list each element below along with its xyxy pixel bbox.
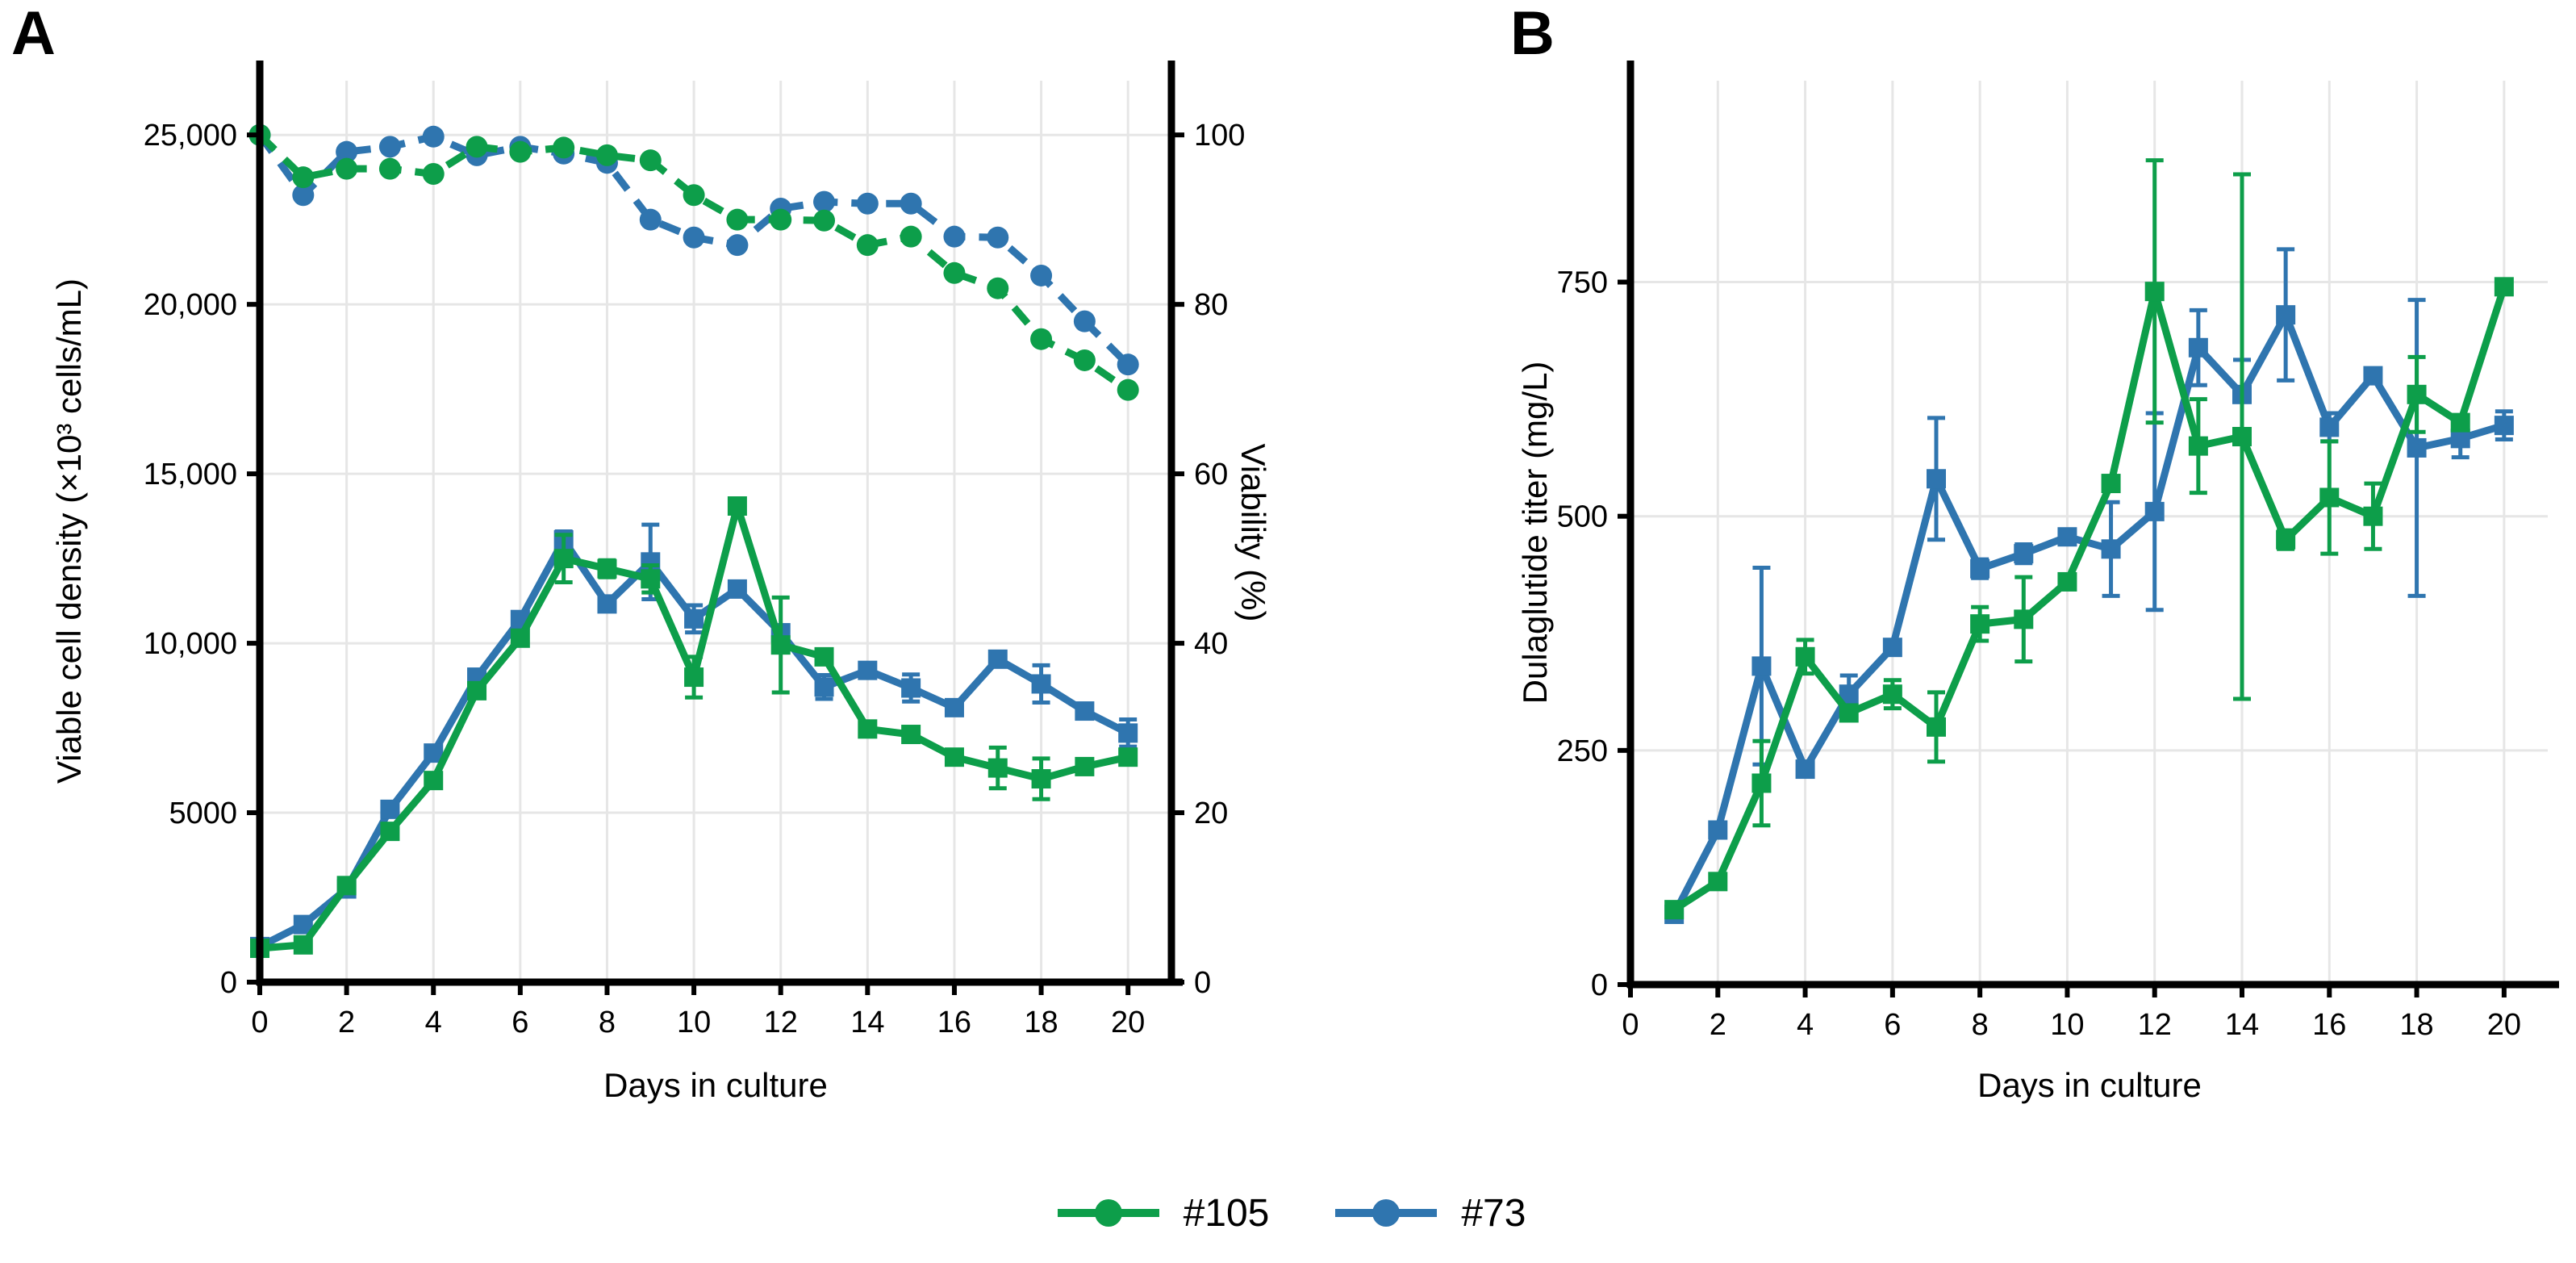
- panel-b-y-left-axis-title: Dulaglutide titer (mg/L): [1516, 361, 1554, 705]
- svg-text:10,000: 10,000: [144, 627, 237, 661]
- svg-text:5000: 5000: [169, 797, 237, 830]
- svg-text:2: 2: [338, 1006, 355, 1039]
- svg-text:4: 4: [1797, 1008, 1814, 1042]
- panel-a-letter: A: [11, 0, 56, 68]
- svg-text:8: 8: [1972, 1008, 1989, 1042]
- svg-text:16: 16: [2312, 1008, 2346, 1042]
- legend-item-105: #105: [1056, 1190, 1270, 1236]
- svg-text:15,000: 15,000: [144, 458, 237, 491]
- svg-text:10: 10: [2050, 1008, 2084, 1042]
- panel-b-letter: B: [1510, 0, 1555, 68]
- svg-text:8: 8: [599, 1006, 616, 1039]
- svg-text:0: 0: [1622, 1008, 1639, 1042]
- svg-text:20: 20: [1111, 1006, 1145, 1039]
- svg-text:80: 80: [1194, 288, 1228, 322]
- svg-text:750: 750: [1557, 266, 1608, 300]
- series--105-viability: [248, 123, 1139, 401]
- svg-text:12: 12: [764, 1006, 798, 1039]
- svg-text:16: 16: [937, 1006, 971, 1039]
- svg-text:25,000: 25,000: [144, 119, 237, 153]
- series--73-viability: [248, 123, 1139, 376]
- panel-b-x-axis-title: Days in culture: [1977, 1066, 2202, 1104]
- svg-text:20: 20: [1194, 797, 1228, 830]
- series--73-dulaglutide-titer: [1664, 247, 2514, 924]
- panel-a: 0 2 4 6 8 10 12 14 16 18 20 0 5000 10,000 15,000 20,000…: [144, 61, 1245, 1039]
- panel-b: 0 2 4 6 8 10 12 14 16 18 20 0 250 500 750: [1557, 61, 2559, 1042]
- svg-text:0: 0: [1591, 968, 1608, 1002]
- legend-label-73: #73: [1461, 1191, 1526, 1235]
- panel-a-y-left-axis-title: Viable cell density (×10³ cells/mL): [50, 278, 88, 784]
- svg-text:20: 20: [2487, 1008, 2521, 1042]
- svg-text:14: 14: [850, 1006, 884, 1039]
- series--105-viable-cell-density: [250, 496, 1138, 959]
- svg-text:0: 0: [251, 1006, 268, 1039]
- series--105-dulaglutide-titer: [1664, 158, 2514, 920]
- svg-text:18: 18: [1024, 1006, 1058, 1039]
- svg-text:18: 18: [2399, 1008, 2433, 1042]
- legend: #105 #73: [847, 1177, 1735, 1249]
- legend-key-line-circle-icon: [1057, 1199, 1159, 1227]
- svg-text:2: 2: [1710, 1008, 1726, 1042]
- svg-text:500: 500: [1557, 500, 1608, 534]
- svg-text:10: 10: [677, 1006, 711, 1039]
- legend-key-line-circle-icon: [1335, 1199, 1438, 1227]
- svg-text:6: 6: [1884, 1008, 1901, 1042]
- legend-item-73: #73: [1334, 1190, 1526, 1236]
- svg-text:40: 40: [1194, 627, 1228, 661]
- svg-text:4: 4: [425, 1006, 442, 1039]
- svg-text:0: 0: [220, 966, 237, 1000]
- svg-text:100: 100: [1194, 119, 1245, 153]
- svg-text:12: 12: [2138, 1008, 2172, 1042]
- panel-a-x-axis-title: Days in culture: [603, 1066, 828, 1104]
- svg-text:14: 14: [2225, 1008, 2259, 1042]
- legend-label-105: #105: [1183, 1191, 1270, 1235]
- svg-text:6: 6: [511, 1006, 528, 1039]
- panel-a-y-right-axis-title: Viability (%): [1234, 443, 1272, 622]
- svg-text:250: 250: [1557, 734, 1608, 768]
- svg-text:20,000: 20,000: [144, 288, 237, 322]
- svg-text:0: 0: [1194, 966, 1211, 1000]
- svg-text:60: 60: [1194, 458, 1228, 491]
